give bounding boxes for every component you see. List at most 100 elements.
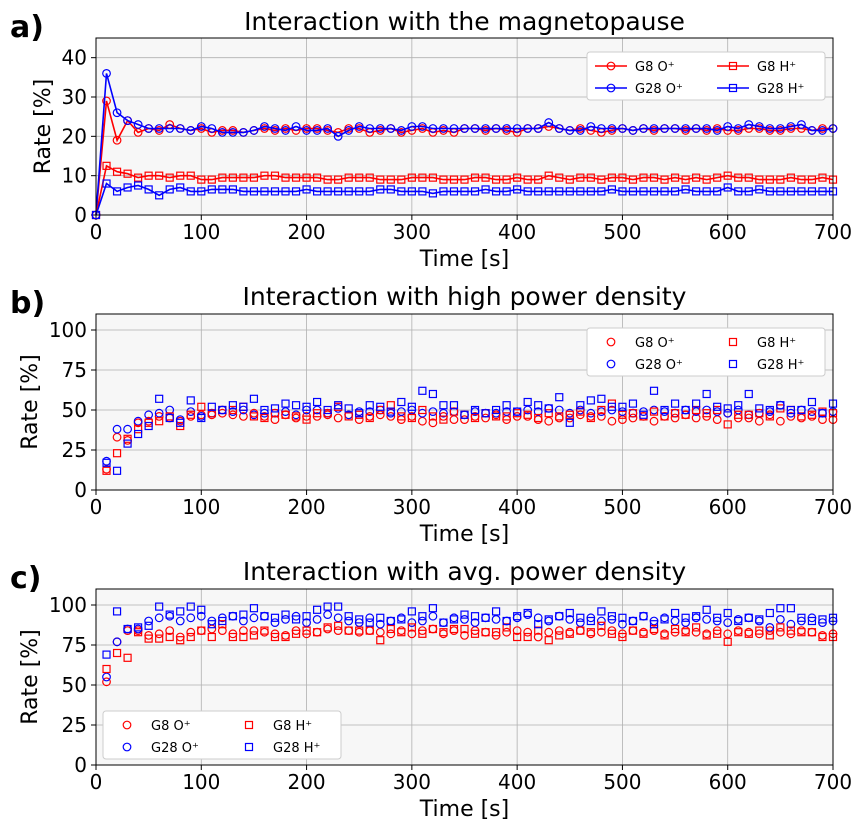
data-point (628, 187, 638, 196)
data-point (439, 187, 448, 196)
y-tick-label: 0 (74, 753, 87, 777)
data-point (713, 173, 722, 182)
data-point (491, 412, 501, 421)
x-tick-label: 100 (182, 220, 220, 244)
plot-frame (95, 313, 834, 491)
data-point (555, 393, 564, 402)
data-point (470, 618, 480, 627)
data-point (692, 623, 701, 632)
data-point (323, 405, 332, 415)
data-point (176, 171, 185, 180)
data-point (502, 175, 511, 184)
data-point (597, 621, 606, 630)
data-point (713, 629, 722, 638)
data-point (723, 618, 733, 627)
data-point (386, 175, 395, 184)
data-point (575, 126, 585, 135)
data-point (418, 187, 427, 196)
data-point (249, 412, 259, 421)
data-point (418, 612, 427, 621)
x-tick-label: 300 (393, 220, 431, 244)
data-point (165, 610, 174, 619)
data-point (386, 185, 395, 194)
data-point (449, 401, 459, 410)
data-point (334, 621, 343, 630)
legend-marker (122, 720, 132, 730)
data-point (513, 632, 522, 642)
data-point (134, 173, 143, 182)
data-point (554, 405, 564, 415)
data-point (754, 122, 764, 131)
data-point (365, 173, 374, 182)
data-point (112, 637, 122, 647)
data-point (270, 409, 280, 418)
data-point (323, 187, 332, 196)
data-point (649, 416, 659, 426)
data-point (818, 187, 827, 196)
data-point (660, 405, 669, 415)
data-point (576, 187, 585, 196)
data-point (523, 175, 532, 184)
data-point (628, 409, 638, 418)
data-point (375, 619, 385, 629)
data-point (186, 602, 195, 611)
data-point (554, 626, 564, 635)
data-point (102, 179, 111, 188)
data-point (239, 187, 248, 196)
data-point (786, 173, 795, 182)
data-point (649, 620, 659, 629)
data-point (786, 626, 795, 635)
data-point (291, 173, 301, 182)
x-axis-label: Time [s] (419, 522, 509, 547)
legend-marker (606, 61, 616, 71)
data-point (196, 122, 206, 131)
data-point (544, 118, 554, 127)
data-point (597, 175, 606, 184)
data-point (355, 409, 364, 418)
data-point (112, 167, 122, 176)
data-point (776, 623, 785, 632)
data-point (618, 619, 627, 629)
data-point (628, 413, 638, 423)
x-tick-label: 600 (709, 770, 747, 794)
data-point (597, 394, 606, 403)
data-point (144, 621, 153, 630)
data-point (586, 413, 595, 423)
data-point (744, 187, 753, 196)
data-point (165, 173, 174, 182)
data-point (144, 410, 154, 420)
data-point (449, 615, 459, 624)
data-point (281, 173, 290, 182)
data-point (123, 116, 132, 125)
x-tick-label: 100 (182, 495, 220, 519)
data-point (249, 613, 259, 623)
data-point (313, 397, 322, 407)
data-point (734, 401, 743, 410)
x-tick-label: 100 (182, 770, 220, 794)
data-point (681, 628, 690, 637)
data-point (702, 389, 711, 399)
data-point (533, 632, 543, 642)
data-point (481, 185, 490, 194)
data-point (807, 628, 817, 637)
data-point (228, 405, 237, 415)
data-point (639, 629, 648, 638)
data-point (460, 624, 469, 634)
data-point (628, 626, 638, 635)
data-point (512, 626, 522, 635)
data-point (460, 175, 469, 184)
data-point (797, 405, 806, 415)
data-point (618, 410, 627, 419)
data-point (565, 418, 574, 427)
data-point (313, 173, 322, 182)
data-point (249, 187, 259, 196)
data-point (723, 171, 732, 180)
data-point (491, 628, 501, 637)
data-point (607, 629, 617, 638)
data-point (576, 173, 585, 182)
data-point (765, 608, 774, 618)
data-point (618, 402, 627, 411)
x-tick-label: 700 (814, 220, 852, 244)
data-point (534, 187, 543, 196)
data-point (165, 124, 175, 133)
